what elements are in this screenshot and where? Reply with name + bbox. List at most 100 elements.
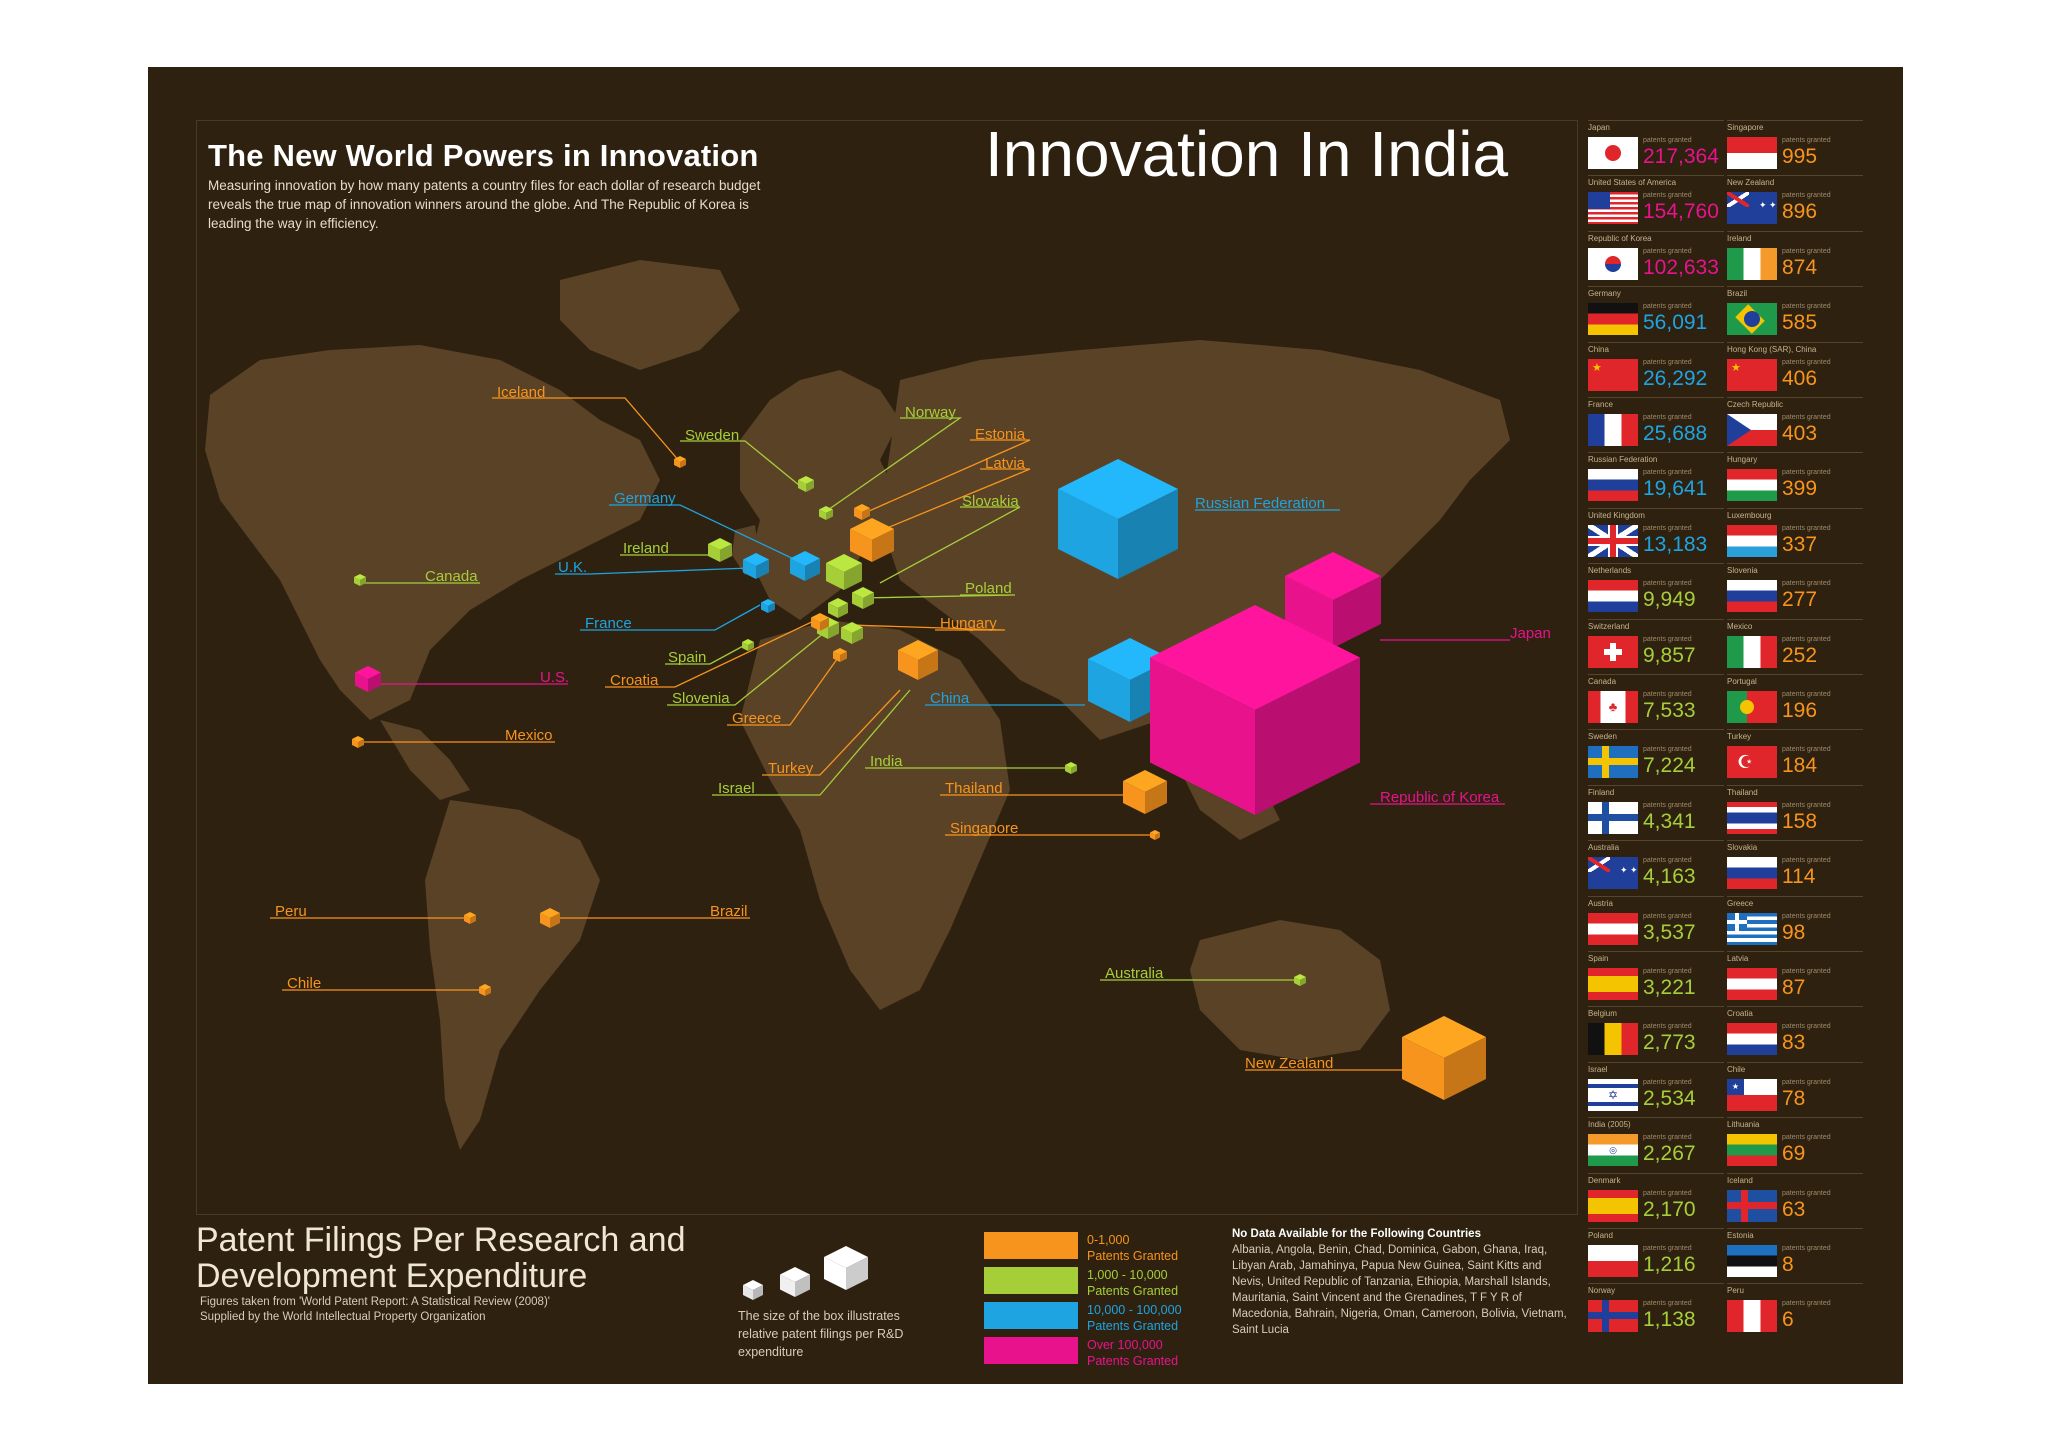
ranking-country: Czech Republic: [1727, 400, 1784, 409]
ranking-value: 4,163: [1643, 865, 1696, 889]
flag-icon: [1727, 968, 1777, 1000]
patents-granted-label: patents granted: [1782, 746, 1831, 754]
ranking-country: United Kingdom: [1588, 510, 1645, 520]
flag-icon: [1727, 801, 1777, 834]
bottom-title: Patent Filings Per Research and Developm…: [196, 1221, 686, 1295]
cube-germany: [790, 551, 820, 581]
patents-granted-label: patents granted: [1643, 524, 1692, 532]
cube-spain: [742, 639, 754, 651]
ranking-value: 252: [1782, 643, 1818, 667]
patents-granted-label: patents granted: [1782, 137, 1831, 144]
patents-granted-label: patents granted: [1643, 247, 1692, 255]
ranking-value: 399: [1782, 477, 1818, 501]
flag-icon: ✦ ✦: [1727, 192, 1777, 225]
continents: [205, 260, 1510, 1150]
legend-swatch: [984, 1267, 1078, 1294]
cube-netherlands: [826, 554, 862, 590]
europe-landmass: [740, 370, 900, 620]
ranking-value: 78: [1782, 1086, 1806, 1110]
map-frame: [196, 120, 1578, 1215]
ranking-country: Luxembourg: [1727, 510, 1772, 520]
ranking-country: Slovenia: [1727, 566, 1758, 576]
ranking-country: Republic of Korea: [1588, 233, 1652, 243]
leader-lines: [270, 397, 1510, 1071]
patents-granted-label: patents granted: [1643, 1023, 1692, 1031]
leader-line-latvia: [869, 468, 1031, 536]
ranking-value: 4,341: [1643, 809, 1696, 833]
ranking-country: Slovakia: [1727, 843, 1758, 853]
ranking-value: 1,138: [1643, 1308, 1696, 1332]
ranking-item: Hong Kong (SAR), China ★ patents granted 40…: [1727, 341, 1863, 398]
cube-latvia: [850, 518, 894, 562]
patents-granted-label: patents granted: [1643, 358, 1692, 366]
ranking-value: 874: [1782, 255, 1818, 279]
ranking-item: Australia ✦ ✦ patents granted 4,163: [1588, 840, 1724, 896]
flag-icon: [1588, 746, 1638, 779]
patents-granted-label: patents granted: [1782, 1134, 1831, 1142]
ranking-value: 2,773: [1643, 1031, 1696, 1055]
patents-granted-label: patents granted: [1643, 1078, 1692, 1086]
ranking-country: Mexico: [1727, 621, 1753, 631]
ranking-item: Portugal patents granted 196: [1727, 674, 1863, 730]
patents-granted-label: patents granted: [1782, 635, 1831, 643]
country-cubes: [352, 456, 1486, 1100]
patents-granted-label: patents granted: [1643, 801, 1692, 809]
cube-peru: [464, 912, 476, 924]
legend-range: 10,000 - 100,000: [1087, 1303, 1182, 1317]
size-cube-large: [824, 1246, 868, 1290]
cube-thailand: [1123, 770, 1167, 814]
ranking-value: 995: [1782, 145, 1818, 168]
ranking-country: Switzerland: [1588, 621, 1630, 631]
leader-line-iceland: [492, 397, 681, 463]
legend-label: Over 100,000 Patents Granted: [1087, 1337, 1178, 1369]
ranking-item: United States of America patents granted 1…: [1588, 175, 1724, 231]
ranking-value: 896: [1782, 200, 1818, 224]
ranking-value: 102,633: [1643, 255, 1719, 279]
ranking-item: Hungary patents granted 399: [1727, 452, 1863, 508]
legend-unit: Patents Granted: [1087, 1319, 1179, 1333]
flag-icon: [1727, 247, 1777, 280]
patents-granted-label: patents granted: [1643, 1134, 1692, 1142]
box-size-illustration: [743, 1246, 868, 1300]
ranking-country: Austria: [1588, 898, 1613, 908]
cube-canada: [354, 574, 366, 586]
ranking-value: 277: [1782, 588, 1818, 612]
flag-icon: [1727, 1134, 1777, 1167]
cube-norway: [819, 506, 833, 520]
flag-icon: [1727, 691, 1777, 723]
infographic-title: The New World Powers in Innovation: [208, 138, 759, 173]
cube-korea: [1150, 605, 1360, 815]
map-label-us: U.S.: [540, 669, 569, 686]
no-data-title: No Data Available for the Following Coun…: [1232, 1228, 1481, 1240]
ranking-country: New Zealand: [1727, 178, 1775, 188]
ranking-country: Israel: [1588, 1064, 1608, 1074]
flag-icon: [1727, 635, 1777, 668]
map-label-slovenia: Slovenia: [672, 690, 730, 707]
ranking-country: Poland: [1588, 1231, 1613, 1240]
map-label-sweden: Sweden: [685, 427, 739, 444]
ranking-item: Lithuania patents granted 69: [1727, 1117, 1863, 1173]
ranking-item: Belgium patents granted 2,773: [1588, 1006, 1724, 1062]
flag-icon: [1727, 857, 1777, 890]
asia-landmass: [880, 340, 1510, 740]
patents-granted-label: patents granted: [1782, 192, 1831, 200]
ranking-country: United States of America: [1588, 178, 1677, 188]
patents-granted-label: patents granted: [1782, 247, 1831, 255]
cube-china-hk: [898, 640, 938, 680]
ranking-country: Ireland: [1727, 233, 1752, 243]
flag-icon: [1588, 1023, 1638, 1056]
legend-unit: Patents Granted: [1087, 1284, 1179, 1298]
ranking-item: Germany patents granted 56,091: [1588, 286, 1724, 342]
flag-icon: [1727, 912, 1777, 945]
south-america-landmass: [425, 800, 600, 1150]
map-label-turkey: Turkey: [768, 760, 814, 777]
map-label-france: France: [585, 615, 632, 632]
greenland-landmass: [560, 260, 740, 370]
flag-icon: ◎: [1588, 1134, 1638, 1167]
flag-icon: [1588, 1189, 1638, 1222]
map-label-newzealand: New Zealand: [1245, 1055, 1333, 1072]
map-label-israel: Israel: [718, 780, 755, 797]
ranking-item: Czech Republic patents granted 403: [1727, 397, 1863, 453]
flag-icon: [1588, 635, 1638, 668]
